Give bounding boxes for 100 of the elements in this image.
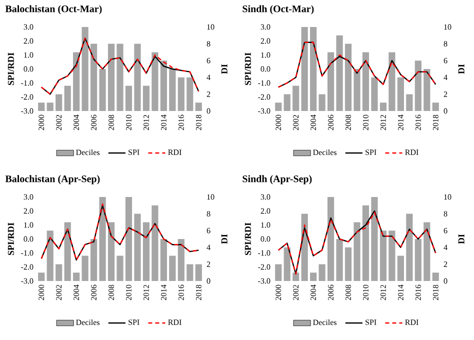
y2-tick-label: 8 bbox=[206, 41, 210, 46]
y-tick-label: -3.0 bbox=[258, 108, 270, 114]
y-tick-label: 2.0 bbox=[24, 208, 34, 214]
y2-tick-label: 6 bbox=[206, 58, 210, 64]
x-tick-label: 2000 bbox=[276, 284, 282, 300]
x-tick-label: 2004 bbox=[310, 114, 316, 130]
bar bbox=[397, 256, 404, 281]
bar bbox=[424, 68, 430, 111]
bar bbox=[108, 222, 115, 281]
legend-label: SPI bbox=[366, 150, 376, 155]
x-tick-label: 2016 bbox=[178, 284, 184, 300]
x-tick-label: 2016 bbox=[415, 284, 421, 300]
bar bbox=[125, 196, 132, 281]
bar bbox=[414, 238, 422, 281]
bar bbox=[354, 222, 360, 281]
bar bbox=[336, 35, 343, 111]
y2-axis-title: DI bbox=[458, 64, 464, 74]
chart-title: Sindh (Apr-Sep) bbox=[242, 175, 312, 184]
bar bbox=[134, 44, 141, 111]
bar bbox=[160, 238, 167, 281]
x-tick-label: 2004 bbox=[74, 114, 80, 130]
x-tick-label: 2016 bbox=[415, 114, 421, 130]
bar bbox=[432, 102, 439, 111]
bar bbox=[284, 247, 290, 281]
y2-tick-label: 10 bbox=[207, 194, 214, 200]
bar bbox=[46, 230, 54, 281]
x-tick-label: 2014 bbox=[398, 114, 404, 130]
bar bbox=[99, 196, 106, 281]
y2-axis-title: DI bbox=[458, 234, 464, 244]
x-tick-label: 2016 bbox=[178, 114, 184, 130]
bar bbox=[186, 264, 194, 281]
bar bbox=[169, 256, 176, 281]
bar bbox=[318, 94, 326, 111]
bar bbox=[195, 264, 202, 281]
bar bbox=[46, 102, 54, 111]
y-tick-label: -3.0 bbox=[21, 278, 34, 284]
y2-tick-label: 4 bbox=[206, 74, 210, 80]
x-tick-label: 2014 bbox=[160, 114, 166, 130]
y2-tick-label: 2 bbox=[206, 92, 210, 97]
bar bbox=[354, 68, 360, 111]
y-tick-label: 0.0 bbox=[260, 236, 270, 242]
x-tick-label: 2018 bbox=[432, 114, 438, 130]
bar bbox=[56, 94, 62, 111]
legend-label: RDI bbox=[168, 150, 182, 155]
x-tick-label: 2010 bbox=[126, 114, 132, 130]
x-tick-label: 2010 bbox=[126, 284, 132, 300]
x-tick-label: 2010 bbox=[363, 284, 368, 300]
bar bbox=[178, 77, 184, 111]
bar bbox=[388, 52, 396, 111]
y-tick-label: -2.0 bbox=[21, 264, 34, 270]
y-tick-label: 1.0 bbox=[24, 222, 34, 228]
bar bbox=[336, 238, 343, 281]
x-tick-label: 2006 bbox=[91, 114, 96, 130]
legend-label: RDI bbox=[168, 320, 182, 325]
bar bbox=[380, 102, 387, 111]
x-tick-label: 2002 bbox=[56, 284, 62, 300]
bar bbox=[82, 256, 88, 281]
y-tick-label: 3.0 bbox=[260, 194, 270, 200]
bar bbox=[108, 44, 115, 111]
bar bbox=[142, 222, 150, 281]
bar bbox=[327, 52, 334, 111]
y2-tick-label: 4 bbox=[444, 244, 448, 250]
x-tick-label: 2012 bbox=[380, 114, 386, 130]
y-tick-label: -1.0 bbox=[258, 250, 270, 256]
y2-axis-title: DI bbox=[221, 234, 228, 244]
y-tick-label: -3.0 bbox=[258, 278, 270, 284]
bar bbox=[414, 60, 422, 111]
bar bbox=[169, 68, 176, 111]
x-tick-label: 2000 bbox=[38, 114, 44, 130]
y2-tick-label: 0 bbox=[444, 278, 448, 284]
x-tick-label: 2004 bbox=[310, 284, 316, 300]
x-tick-label: 2012 bbox=[380, 284, 386, 300]
x-tick-label: 2000 bbox=[276, 114, 282, 130]
bar bbox=[397, 77, 404, 111]
bar bbox=[38, 272, 45, 281]
y-tick-label: 2.0 bbox=[260, 38, 270, 44]
bar bbox=[99, 68, 106, 111]
bar bbox=[116, 44, 124, 111]
chart-title: Balochistan (Apr-Sep) bbox=[5, 175, 100, 184]
bar bbox=[344, 44, 352, 111]
x-tick-label: 2006 bbox=[91, 284, 96, 300]
bar bbox=[388, 230, 396, 281]
bar bbox=[73, 52, 80, 111]
y2-tick-label: 6 bbox=[444, 58, 448, 64]
x-tick-label: 2008 bbox=[108, 114, 114, 130]
bar bbox=[90, 238, 98, 281]
bar bbox=[301, 27, 308, 111]
chart-title: Sindh (Oct-Mar) bbox=[242, 5, 314, 14]
bar bbox=[64, 222, 71, 281]
y-tick-label: -1.0 bbox=[21, 80, 34, 86]
x-tick-label: 2004 bbox=[74, 284, 80, 300]
legend-label: SPI bbox=[366, 320, 376, 325]
bar bbox=[310, 27, 317, 111]
chart-title: Balochistan (Oct-Mar) bbox=[5, 5, 102, 14]
x-tick-label: 2018 bbox=[196, 284, 202, 300]
bar bbox=[195, 102, 202, 111]
y2-tick-label: 0 bbox=[206, 278, 210, 284]
x-tick-label: 2008 bbox=[346, 114, 351, 130]
y-tick-label: 3.0 bbox=[260, 24, 270, 30]
y2-tick-label: 8 bbox=[444, 211, 448, 216]
